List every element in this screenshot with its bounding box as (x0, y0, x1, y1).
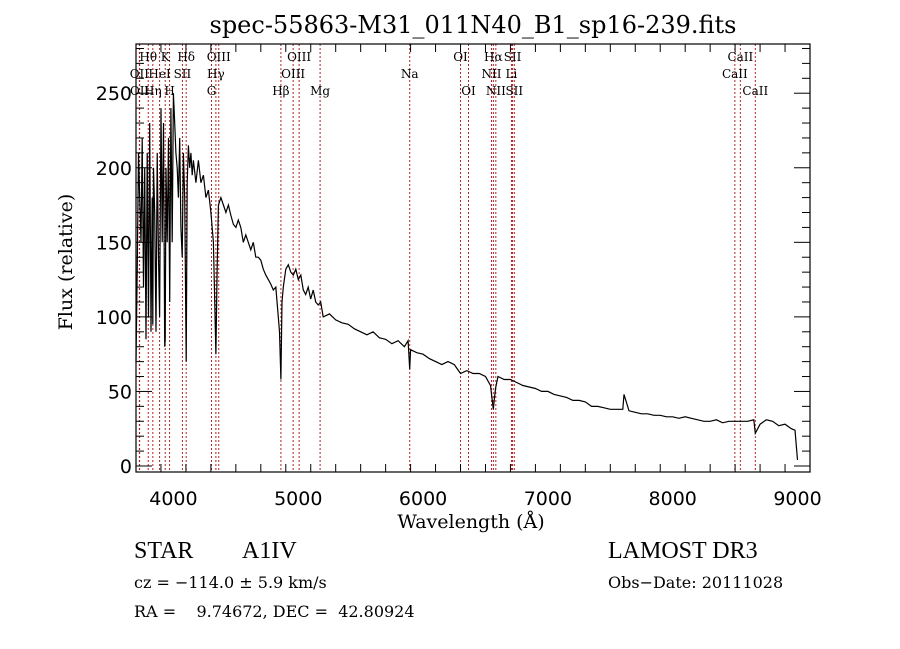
line-marker-label: OII (130, 67, 150, 81)
line-marker-label: Hα (484, 50, 503, 64)
survey-label: LAMOST DR3 (608, 538, 758, 564)
line-marker-label: SII (174, 67, 192, 81)
line-marker-label: OIII (287, 50, 311, 64)
line-marker-label: Hθ (139, 50, 157, 64)
subclass-label: A1IV (242, 538, 297, 564)
x-tick-label: 8000 (649, 488, 697, 510)
y-tick-label: 0 (120, 456, 132, 478)
line-marker-label: SII (504, 50, 522, 64)
line-marker-label: G (207, 84, 217, 98)
y-axis-ticks: 0 50 100 150 200 250 (96, 47, 810, 478)
line-marker-label: Hγ (207, 67, 225, 81)
line-marker-label: HeI (148, 67, 171, 81)
line-marker-label: Hη (144, 84, 162, 98)
line-marker-label: Na (401, 67, 419, 81)
class-label: STAR (134, 538, 194, 564)
ra-dec-line: RA = 9.74672, DEC = 42.80924 (134, 602, 415, 621)
y-axis-label: Flux (relative) (55, 194, 77, 331)
x-tick-label: 7000 (524, 488, 572, 510)
line-marker-label: H (164, 84, 174, 98)
line-marker-label: K (161, 50, 171, 64)
y-tick-label: 50 (108, 381, 132, 403)
line-marker-label: CaII (722, 67, 748, 81)
line-marker-label: OIII (281, 67, 305, 81)
y-tick-label: 150 (96, 232, 132, 254)
line-marker-label: OIII (207, 50, 231, 64)
line-marker-label: CaII (727, 50, 753, 64)
chart-title: spec-55863-M31_011N40_B1_sp16-239.fits (210, 11, 737, 39)
plot-frame (135, 43, 811, 473)
x-axis-label: Wavelength (Å) (397, 511, 544, 533)
line-marker-label: Mg (310, 84, 330, 98)
line-marker-label: OI (461, 84, 476, 98)
line-marker-label: OII (130, 84, 150, 98)
y-tick-label: 250 (96, 83, 132, 105)
line-marker-label: Hβ (272, 84, 289, 98)
x-tick-label: 9000 (773, 488, 821, 510)
redshift-line: cz = −114.0 ± 5.9 km/s (134, 573, 327, 592)
line-marker-label: OI (453, 50, 468, 64)
x-axis-ticks: 4000 5000 6000 7000 8000 9000 (135, 44, 822, 510)
line-marker-label: SII (505, 84, 523, 98)
line-markers (138, 44, 756, 472)
obs-date: Obs−Date: 20111028 (608, 573, 784, 592)
line-marker-label: Li (506, 67, 518, 81)
x-tick-label: 4000 (149, 488, 197, 510)
line-marker-label: CaII (742, 84, 768, 98)
x-tick-label: 5000 (274, 488, 322, 510)
line-marker-label: NII (481, 67, 501, 81)
line-marker-label: NII (486, 84, 506, 98)
line-marker-label: Hδ (177, 50, 195, 64)
y-tick-label: 200 (96, 158, 132, 180)
y-tick-label: 100 (96, 307, 132, 329)
x-tick-label: 6000 (399, 488, 447, 510)
spectrum-line (135, 93, 799, 461)
